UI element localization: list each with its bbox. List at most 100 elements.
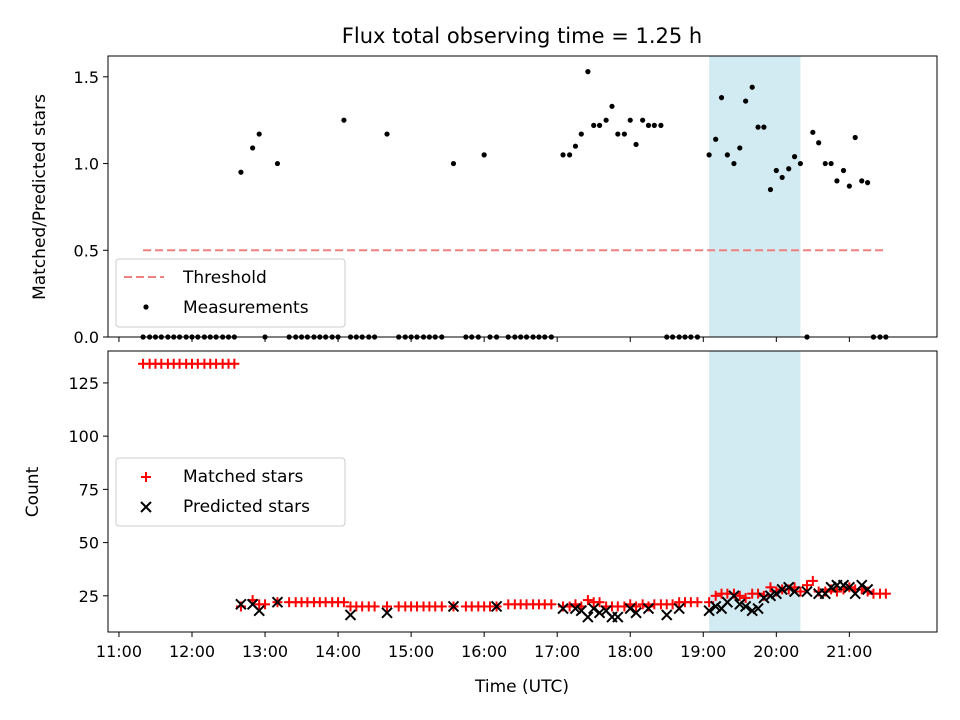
measurement-point [591, 122, 597, 128]
predicted-star-point-b [709, 600, 722, 613]
predicted-star-point [642, 602, 655, 615]
measurement-point [755, 124, 761, 130]
predicted-star-point-b [593, 607, 606, 619]
predicted-star-point [856, 579, 868, 591]
predicted-star-point-b [752, 602, 764, 615]
x-tick-label: 15:00 [388, 642, 434, 661]
legend-matched-marker [141, 472, 151, 482]
matched-star-point [831, 586, 842, 597]
measurement-point [250, 145, 256, 151]
predicted-star-point-b [588, 602, 600, 615]
predicted-star-point-b [246, 598, 259, 611]
bottom-legend-box [115, 457, 346, 527]
predicted-star-point [849, 587, 861, 600]
predicted-star-point [588, 602, 600, 615]
bottom-y-tick-label: 25 [79, 587, 99, 606]
predicted-stars-points [235, 579, 874, 623]
bottom-axes-frame [107, 350, 938, 633]
legend-predicted-swatch [140, 501, 152, 513]
predicted-star-point-b [776, 583, 788, 596]
matched-star-point [369, 601, 380, 612]
measurement-point [596, 122, 603, 128]
measurement-point [743, 98, 749, 104]
predicted-star-point-b [770, 587, 783, 600]
predicted-star-point [661, 609, 673, 621]
legend-measurements-label: Measurements [183, 298, 309, 318]
measurement-point [627, 117, 633, 123]
predicted-star-point [344, 609, 357, 621]
measurement-point [828, 160, 834, 167]
measurement-point [713, 136, 719, 142]
measurement-point [773, 167, 779, 174]
predicted-star-point-b [739, 600, 752, 613]
measurement-point [816, 140, 822, 146]
measurement-point [645, 122, 652, 128]
measurement-point [256, 131, 262, 137]
bottom-y-axis-label: Count [23, 466, 43, 517]
top-y-tick-label: 1.0 [74, 155, 99, 174]
bottom-y-tick-label: 75 [79, 480, 99, 499]
predicted-star-point [271, 596, 284, 608]
predicted-star-point-b [673, 602, 685, 615]
measurement-point [341, 117, 347, 123]
matched-star-point [229, 358, 240, 369]
predicted-star-point [861, 583, 874, 596]
predicted-star-point [593, 607, 606, 619]
measurement-point [852, 134, 858, 141]
top-axes-frame [107, 55, 938, 338]
x-tick-label: 13:00 [242, 642, 288, 661]
legend-predicted-label: Predicted stars [183, 497, 310, 517]
predicted-star-point-b [734, 598, 746, 611]
measurement-point [450, 160, 457, 167]
measurement-point [731, 160, 737, 167]
predicted-star-point-b [600, 605, 612, 617]
measurement-point [859, 178, 865, 184]
matched-star-point [880, 588, 891, 599]
predicted-star-point [673, 602, 685, 615]
predicted-star-point [783, 581, 795, 594]
legend-predicted-marker [140, 501, 152, 513]
predicted-star-point-b [856, 579, 868, 591]
measurement-point [718, 95, 725, 101]
measurement-point [822, 160, 828, 167]
predicted-star-point-b [837, 579, 850, 591]
matched-star-point [692, 597, 703, 608]
panel-top: 0.0 0.5 1.0 1.5 Flux total observing time =… [30, 24, 938, 347]
measurement-point [810, 129, 816, 135]
measurement-point [560, 152, 566, 158]
predicted-star-point-b [788, 585, 801, 598]
legend-matched-label: Matched stars [183, 467, 303, 487]
measurement-point [603, 117, 609, 123]
measurement-point [621, 131, 627, 137]
predicted-star-point-b [447, 600, 460, 613]
predicted-star-point [758, 592, 770, 604]
top-shaded-interval [709, 56, 801, 337]
measurement-point [791, 154, 798, 160]
predicted-star-point [728, 590, 740, 602]
predicted-star-point [630, 607, 642, 619]
measurement-points [140, 69, 889, 340]
x-tick-label: 17:00 [534, 642, 580, 661]
matched-star-point [765, 582, 776, 593]
x-tick-label: 11:00 [96, 642, 142, 661]
bottom-y-tick-label: 125 [68, 374, 99, 393]
top-y-tick-label: 1.5 [74, 68, 99, 87]
top-legend: Threshold Measurements [115, 258, 346, 328]
matched-star-point [594, 597, 605, 608]
predicted-star-point-b [642, 602, 655, 615]
predicted-star-point [447, 600, 460, 613]
predicted-star-point [788, 585, 801, 598]
predicted-star-point [612, 611, 624, 623]
measurement-point [609, 103, 615, 109]
measurement-point [737, 145, 743, 151]
measurement-point [786, 166, 792, 172]
x-tick-label: 14:00 [315, 642, 361, 661]
measurement-point [706, 152, 712, 158]
measurement-point [572, 143, 579, 149]
x-tick-label: 18:00 [607, 642, 653, 661]
measurement-point [846, 183, 852, 189]
matched-star-point [338, 597, 349, 608]
panel-bottom: 25 50 75 100 125 11:00 12:00 13:00 14:00 15:00 16… [23, 350, 938, 697]
predicted-star-point-b [612, 611, 624, 623]
